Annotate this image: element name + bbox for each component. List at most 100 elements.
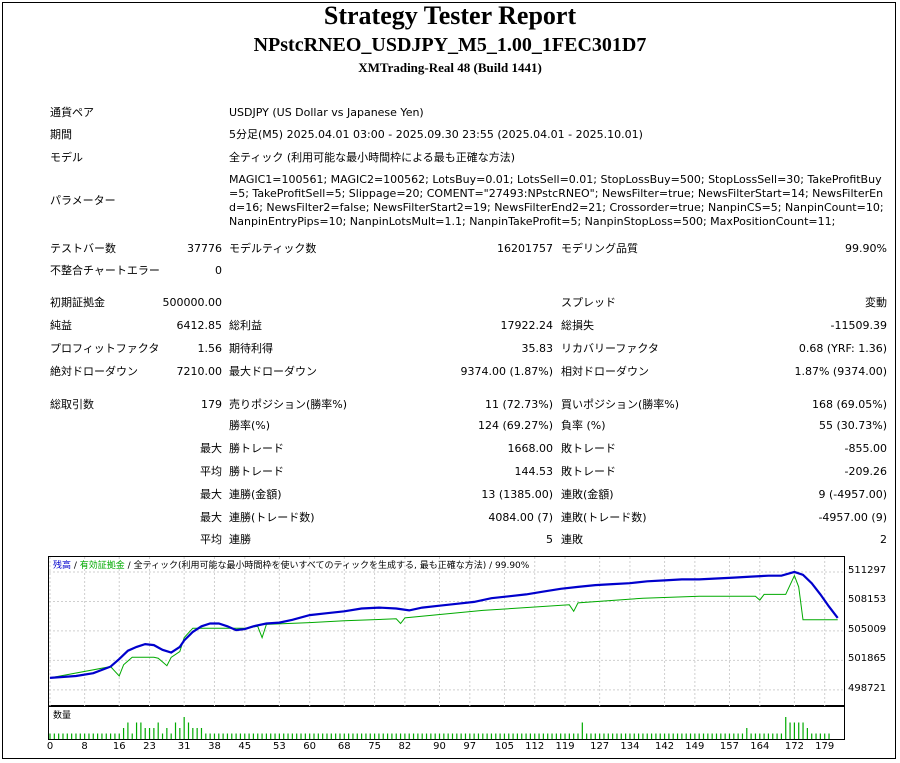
x-tick-label: 90 [433, 741, 446, 752]
x-tick-label: 60 [303, 741, 317, 752]
volume-bar [114, 733, 116, 739]
volume-bar [248, 733, 250, 739]
volume-bar [49, 733, 51, 739]
volume-bar [101, 733, 103, 739]
volume-bar [625, 733, 627, 739]
volume-bar [525, 733, 527, 739]
cons-win-cnt-label: 連勝(トレード数) [229, 511, 315, 524]
ticks-label: モデルティック数 [229, 242, 317, 255]
volume-bar [335, 733, 337, 739]
params-value: MAGIC1=100561; MAGIC2=100562; LotsBuy=0.… [229, 173, 884, 228]
cons-loss-cnt-label: 連敗(トレード数) [561, 511, 647, 524]
volume-bar [166, 728, 168, 739]
report-title: Strategy Tester Report [323, 1, 577, 30]
max-win-value: 1668.00 [507, 442, 554, 455]
lossrate-value: 55 (30.73%) [818, 419, 887, 432]
volume-label: 数量 [53, 711, 72, 721]
x-tick-label: 23 [143, 741, 156, 752]
volume-bar [564, 733, 566, 739]
legend-model: 全ティック(利用可能な最小時間枠を使いすべてのティックを生成する, 最も正確な方… [133, 561, 487, 571]
volume-bar [322, 733, 324, 739]
x-tick-label: 134 [620, 741, 640, 752]
volume-bar [668, 733, 670, 739]
period-label: 期間 [50, 128, 72, 141]
gross-loss-value: -11509.39 [830, 319, 887, 332]
volume-bar [66, 733, 68, 739]
x-tick-label: 112 [525, 741, 545, 752]
volume-bar [361, 733, 363, 739]
long-label: 買いポジション(勝率%) [561, 398, 680, 411]
volume-bar [508, 733, 510, 739]
volume-bar [521, 733, 523, 739]
volume-bar [443, 733, 445, 739]
legend-quality: 99.90% [495, 561, 530, 571]
volume-bar [469, 733, 471, 739]
x-tick-label: 172 [784, 741, 804, 752]
volume-bar [482, 733, 484, 739]
winrate-value: 124 (69.27%) [477, 419, 553, 432]
x-tick-label: 45 [238, 741, 252, 752]
avg-win-streak-value: 5 [546, 533, 553, 546]
legend-sep-1: / [71, 561, 80, 571]
volume-bar [261, 733, 263, 739]
balance-chart [48, 556, 845, 706]
abs-dd-value: 7210.00 [176, 365, 223, 378]
rel-dd-value: 1.87% (9374.00) [794, 365, 887, 378]
bars-label: テストバー数 [50, 242, 116, 255]
volume-bar [702, 733, 705, 739]
legend-sep-3: / [486, 561, 496, 571]
volume-bar [62, 733, 64, 739]
volume-bar [187, 722, 190, 739]
volume-bar [209, 733, 211, 739]
model-value: 全ティック (利用可能な最小時間枠による最も正確な方法) [229, 151, 516, 164]
volume-bar [503, 733, 506, 739]
avg-loss-streak-label: 連敗 [561, 533, 583, 546]
volume-bar [486, 733, 488, 739]
volume-bar [408, 733, 410, 739]
volume-bar [780, 733, 783, 739]
volume-bar [356, 733, 358, 739]
gross-loss-label: 総損失 [561, 319, 594, 332]
volume-bar [599, 733, 601, 739]
volume-bar [655, 733, 657, 739]
volume-bar [495, 733, 497, 739]
volume-bar [170, 733, 172, 739]
pair-value: USDJPY (US Dollar vs Japanese Yen) [229, 106, 424, 119]
max-loss-value: -855.00 [844, 442, 887, 455]
volume-bar [798, 722, 800, 739]
volume-bar [772, 733, 774, 739]
volume-bar [538, 733, 540, 739]
x-tick-label: 127 [590, 741, 610, 752]
volume-bar [84, 733, 86, 739]
volume-bar [97, 733, 99, 739]
volume-bar [542, 733, 544, 739]
volume-bar [490, 733, 493, 739]
volume-bar [707, 733, 709, 739]
volume-bar [105, 733, 107, 739]
volume-bar [399, 733, 402, 739]
balance-line [49, 570, 839, 679]
avg-loss-value: -209.26 [844, 465, 887, 478]
winrate-label: 勝率(%) [229, 419, 271, 432]
y-tick-label: 498721 [848, 682, 887, 694]
volume-bar [131, 733, 133, 739]
deposit-label: 初期証拠金 [50, 296, 105, 309]
trades-value: 179 [201, 398, 222, 411]
volume-bar [464, 733, 467, 739]
volume-bar [512, 733, 514, 739]
max-dd-label: 最大ドローダウン [229, 365, 317, 378]
volume-bar [274, 733, 276, 739]
volume-bar [287, 733, 289, 739]
pf-label: プロフィットファクタ [50, 342, 160, 355]
volume-bar [79, 733, 81, 739]
volume-bar [378, 733, 380, 739]
volume-bar [646, 733, 648, 739]
x-tick-label: 119 [555, 741, 575, 752]
recovery-value: 0.68 (YRF: 1.36) [798, 342, 887, 355]
max-label-2: 最大 [200, 488, 222, 501]
avg-win-label: 勝トレード [229, 465, 284, 478]
volume-bar [58, 733, 60, 739]
spread-value: 変動 [865, 296, 887, 309]
volume-bar [724, 733, 726, 739]
